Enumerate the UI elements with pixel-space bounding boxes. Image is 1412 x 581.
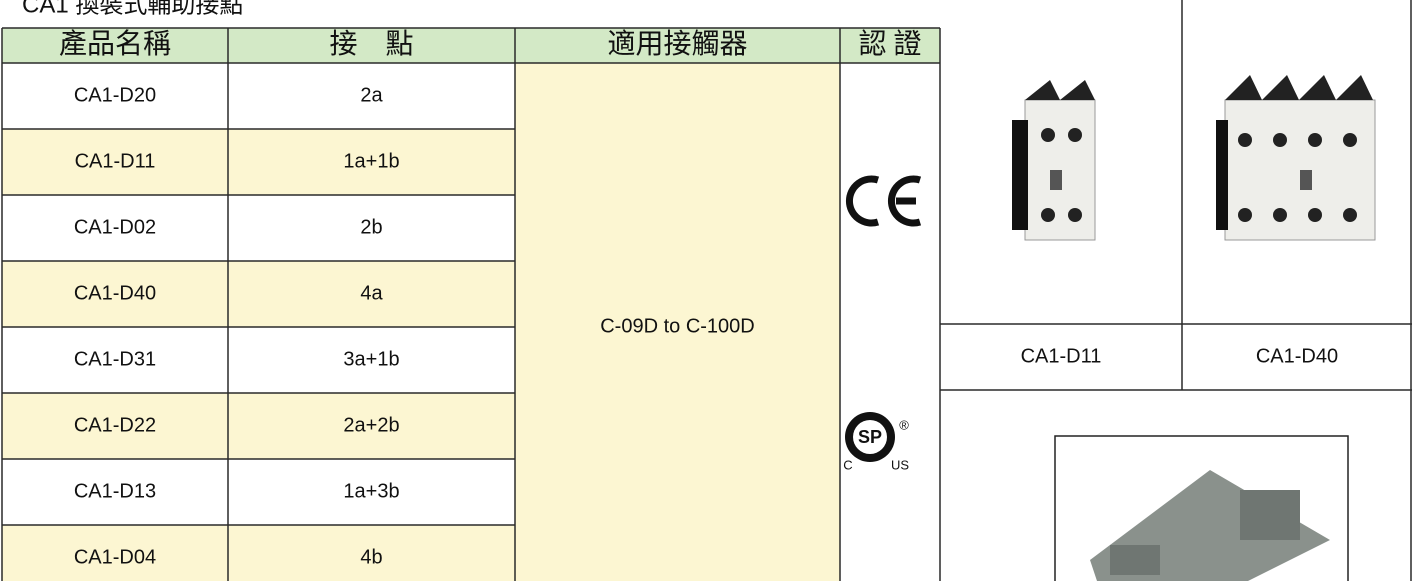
- contact-cell: 4b: [360, 546, 382, 568]
- csa-logo: SP: [845, 412, 895, 462]
- header-bg: [2, 28, 940, 63]
- product-cell: CA1-D13: [74, 480, 156, 502]
- contact-cell: 1a+1b: [343, 150, 399, 172]
- product-cell: CA1-D02: [74, 216, 156, 238]
- product-cell: CA1-D11: [75, 150, 156, 172]
- row-bg: [2, 393, 515, 459]
- contact-cell: 1a+3b: [343, 480, 399, 502]
- image-adapter: [1054, 435, 1349, 581]
- image-label: CA1-D40: [1256, 345, 1338, 367]
- product-cell: CA1-D22: [74, 414, 156, 436]
- row-bg: [2, 261, 515, 327]
- product-cell: CA1-D20: [74, 84, 156, 106]
- applicable-bg: [515, 63, 840, 581]
- csa-right: US: [891, 457, 909, 472]
- row-bg: [2, 525, 515, 581]
- image-label: CA1-D11: [1021, 345, 1102, 367]
- csa-left: C: [843, 457, 852, 472]
- row-bg: [2, 327, 515, 393]
- row-bg: [2, 459, 515, 525]
- row-bg: [2, 63, 515, 129]
- product-cell: CA1-D04: [74, 546, 156, 568]
- header-cell: 產品名稱: [59, 28, 171, 60]
- product-cell: CA1-D31: [74, 348, 156, 370]
- image-d11: [1012, 80, 1096, 241]
- applicable-cell: C-09D to C-100D: [600, 315, 755, 337]
- header-cell: 認 證: [858, 28, 921, 60]
- contact-cell: 2b: [360, 216, 382, 238]
- csa-mark: ®: [899, 417, 909, 432]
- contact-cell: 3a+1b: [343, 348, 399, 370]
- product-cell: CA1-D40: [74, 282, 156, 304]
- csa-text: SP: [858, 427, 882, 447]
- row-bg: [2, 195, 515, 261]
- image-d40: [1216, 75, 1376, 241]
- row-bg: [2, 129, 515, 195]
- ce-logo: [845, 175, 922, 227]
- header-cell: 接 點: [329, 28, 413, 60]
- contact-cell: 4a: [360, 282, 383, 304]
- header-cell: 適用接觸器: [607, 28, 747, 60]
- contact-cell: 2a+2b: [343, 414, 399, 436]
- title: CA1 換裝式輔助接點: [22, 0, 243, 18]
- contact-cell: 2a: [360, 84, 383, 106]
